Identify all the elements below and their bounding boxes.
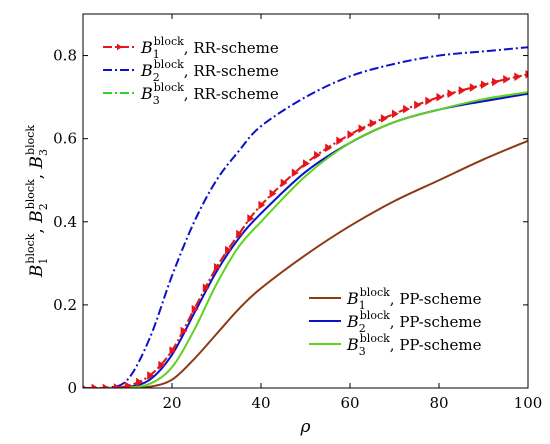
legend-label: B3block, RR-scheme xyxy=(140,81,279,107)
legend-entry-5: B2block, PP-scheme xyxy=(309,309,482,335)
series-1-marker xyxy=(525,69,528,79)
legend-label: B2block, RR-scheme xyxy=(140,58,279,84)
series-1-marker xyxy=(225,245,232,255)
series-1-marker xyxy=(269,189,277,199)
series-1-marker xyxy=(314,150,321,160)
series-1-marker xyxy=(503,74,511,84)
series-1-marker xyxy=(425,96,433,106)
series-line-1 xyxy=(83,73,528,388)
series-1-marker xyxy=(136,377,143,387)
series-1-marker xyxy=(436,92,444,102)
series-1-marker xyxy=(480,80,488,89)
y-tick-label: 0.2 xyxy=(53,296,77,314)
legend-marker xyxy=(116,43,123,51)
series-1-marker xyxy=(180,326,188,336)
plot-area xyxy=(83,46,528,388)
axes: 0 0.2 0.4 0.6 0.8 20 40 60 80 100 ρ B1block, B2bloc… xyxy=(24,14,542,437)
series-1-marker xyxy=(403,104,410,114)
series-1-marker xyxy=(280,178,288,188)
y-tick-label: 0.4 xyxy=(53,213,77,231)
series-1-marker xyxy=(380,114,388,123)
series-1-marker xyxy=(469,83,477,92)
series-1-marker xyxy=(147,371,155,380)
series-1-marker xyxy=(258,200,266,210)
y-tick-label: 0 xyxy=(67,379,77,397)
series-1-marker xyxy=(458,86,466,95)
series-1-marker xyxy=(358,124,366,134)
series-1-marker xyxy=(347,130,355,139)
x-tick-label: 40 xyxy=(251,394,270,412)
series-1-marker xyxy=(83,385,88,388)
x-tick-label: 80 xyxy=(429,394,448,412)
series-line-2 xyxy=(83,46,528,388)
legend-entry-2: B2block, RR-scheme xyxy=(103,58,279,84)
series-1-marker xyxy=(158,360,166,370)
series-1-marker xyxy=(447,89,455,98)
legend-label: B2block, PP-scheme xyxy=(346,309,482,335)
legend-label: B1block, PP-scheme xyxy=(346,286,482,312)
series-line-6 xyxy=(83,91,528,388)
legend-entry-4: B1block, PP-scheme xyxy=(309,286,482,312)
x-tick-label: 20 xyxy=(162,394,181,412)
series-1-marker xyxy=(514,72,522,82)
series-1-marker xyxy=(247,214,255,223)
series-1-marker xyxy=(391,109,399,119)
legend-label: B1block, RR-scheme xyxy=(140,35,279,61)
legend-entry-6: B3block, PP-scheme xyxy=(309,332,482,358)
y-tick-label: 0.6 xyxy=(53,130,77,148)
legend-label: B3block, PP-scheme xyxy=(346,332,482,358)
x-tick-label: 60 xyxy=(340,394,359,412)
legend-entry-1: B1block, RR-scheme xyxy=(103,35,279,61)
series-1-marker xyxy=(414,100,422,110)
series-1-marker xyxy=(169,346,177,355)
y-axis-label: B1block, B2block, B3block xyxy=(24,125,50,278)
series-1-marker xyxy=(302,159,310,168)
series-1-marker xyxy=(191,304,199,314)
x-tick-label: 100 xyxy=(514,394,543,412)
plot-frame xyxy=(82,13,529,389)
series-1-marker xyxy=(202,283,210,293)
series-1-marker xyxy=(91,383,99,388)
series-1-marker xyxy=(336,136,344,146)
series-1-marker xyxy=(236,229,244,239)
series-1-marker xyxy=(213,262,221,272)
legend-entry-3: B3block, RR-scheme xyxy=(103,81,279,107)
series-1-marker xyxy=(369,119,377,128)
x-axis-label: ρ xyxy=(300,417,311,437)
series-1-marker xyxy=(291,168,299,178)
series-1-marker xyxy=(492,77,499,87)
y-tick-label: 0.8 xyxy=(53,47,77,65)
series-1-marker xyxy=(325,143,333,153)
